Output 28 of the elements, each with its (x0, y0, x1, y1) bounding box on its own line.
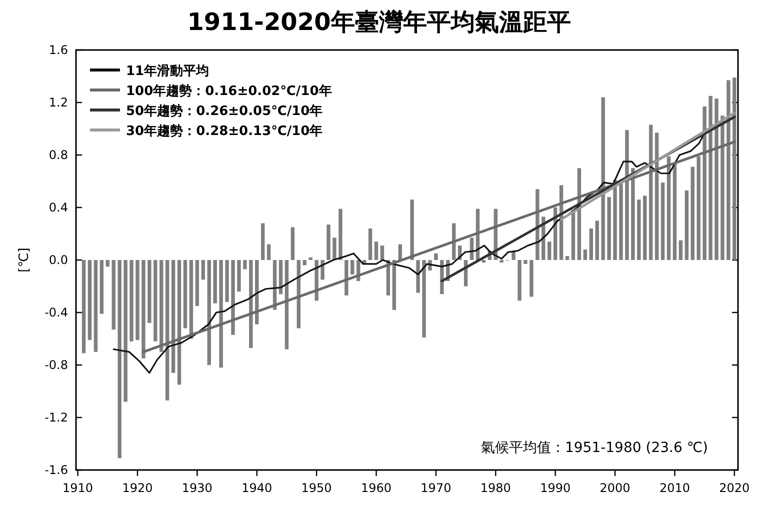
x-tick-label: 1980 (480, 481, 511, 495)
legend-label: 50年趨勢：0.26±0.05℃/10年 (126, 103, 323, 119)
y-tick-label: -1.2 (44, 410, 68, 424)
chart-title: 1911-2020年臺灣年平均氣溫距平 (187, 8, 571, 36)
x-tick-label: 2000 (600, 481, 630, 495)
x-tick-label: 1920 (122, 481, 153, 495)
x-tick-label: 1990 (540, 481, 571, 495)
legend-label: 30年趨勢：0.28±0.13℃/10年 (126, 123, 323, 139)
y-tick-label: 0.8 (48, 148, 68, 162)
x-tick-label: 1970 (420, 481, 452, 495)
x-tick-label: 2010 (659, 481, 690, 495)
legend-label: 100年趨勢：0.16±0.02℃/10年 (126, 83, 332, 99)
y-tick-label: -0.8 (44, 358, 68, 372)
y-tick-label: 1.6 (48, 43, 68, 57)
y-tick-label: 0.0 (48, 253, 68, 267)
y-tick-label: 0.4 (48, 200, 68, 214)
x-tick-label: 1930 (182, 481, 212, 495)
annotation: 氣候平均值：1951-1980 (23.6 ℃) (480, 440, 708, 456)
y-axis-title: [℃] (17, 248, 32, 272)
x-tick-label: 1940 (242, 481, 272, 495)
y-tick-label: -0.4 (44, 306, 68, 320)
y-tick-label: 1.2 (48, 96, 68, 110)
x-tick-label: 2020 (719, 481, 750, 495)
x-tick-label: 1910 (62, 481, 94, 495)
x-tick-label: 1950 (301, 481, 332, 495)
legend-label: 11年滑動平均 (126, 64, 210, 79)
y-tick-label: -1.6 (44, 463, 68, 477)
x-tick-label: 1960 (360, 481, 392, 495)
